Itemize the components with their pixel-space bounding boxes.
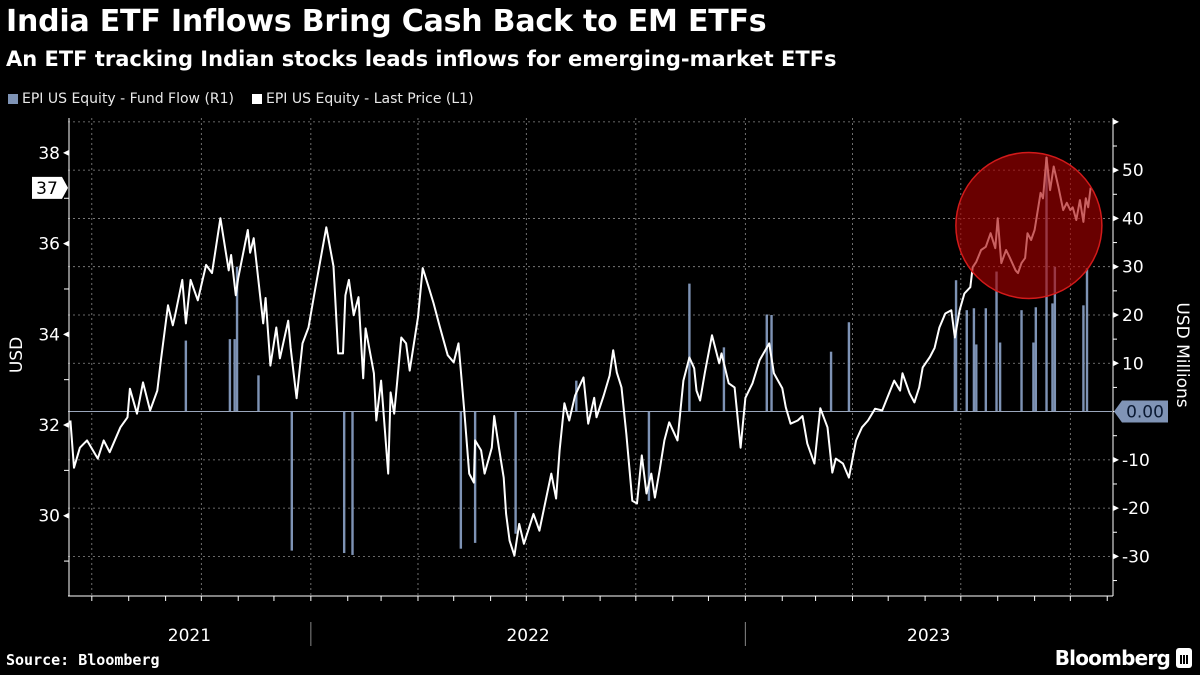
fund-flow-bar xyxy=(1034,307,1038,412)
fund-flow-bars xyxy=(184,157,1089,555)
legend: EPI US Equity - Fund Flow (R1) EPI US Eq… xyxy=(8,91,474,107)
fund-flow-bar xyxy=(228,339,232,412)
fund-flow-bar xyxy=(1020,310,1023,412)
legend-label-fund-flow: EPI US Equity - Fund Flow (R1) xyxy=(22,91,235,107)
price-line xyxy=(69,156,1092,557)
y-axis-right-tick xyxy=(1113,118,1119,125)
fund-flow-bar xyxy=(995,271,998,412)
last-price-marker: 37 xyxy=(32,176,68,199)
y-axis-left-tick-label: 32 xyxy=(38,416,60,436)
highlight-circle xyxy=(955,151,1103,300)
fund-flow-bar xyxy=(954,280,958,412)
last-price-box xyxy=(32,176,68,199)
y-axis-left-tick xyxy=(63,422,69,429)
y-axis-right-tick xyxy=(1113,456,1119,463)
y-axis-right-tick xyxy=(1113,215,1119,222)
fund-flow-bar xyxy=(975,344,978,412)
fund-flow-bar xyxy=(514,411,517,534)
y-axis-left-tick-label: 36 xyxy=(38,235,60,255)
fund-flow-bar xyxy=(1085,268,1089,412)
fund-flow-bar xyxy=(459,411,463,549)
y-axis-right-label: USD Millions xyxy=(1172,302,1192,407)
last-price-label: 37 xyxy=(36,179,58,199)
y-axis-left-tick-label: 34 xyxy=(38,325,60,345)
source-note: Source: Bloomberg xyxy=(6,651,160,669)
y-axis-right-tick-label: 20 xyxy=(1122,306,1144,326)
fund-flow-bar xyxy=(647,411,651,501)
zero-value-label: 0.00 xyxy=(1126,403,1164,423)
fund-flow-bar xyxy=(688,283,691,412)
fund-flow-bar xyxy=(342,411,346,554)
legend-swatch-last-price xyxy=(252,94,263,104)
fund-flow-bar xyxy=(351,411,354,555)
axes: 30 32 34 36 38 -30 -20 -10 10 20 30 40 50 2021 2022 202… xyxy=(38,118,1150,646)
y-axis-right-tick-label: 10 xyxy=(1122,354,1144,374)
y-axis-right-tick xyxy=(1113,360,1119,367)
fund-flow-bar xyxy=(1082,305,1085,412)
fund-flow-bar xyxy=(1053,266,1057,412)
y-axis-right-tick-label: 30 xyxy=(1122,258,1144,278)
zero-value-box xyxy=(1114,400,1168,423)
y-axis-left-tick-label: 30 xyxy=(38,507,60,527)
y-axis-left-tick-label: 38 xyxy=(38,144,60,164)
zero-value-marker: 0.00 xyxy=(1114,400,1168,423)
y-axis-right-tick xyxy=(1113,505,1119,512)
bloomberg-terminal-icon xyxy=(1176,648,1192,668)
x-axis-year-label: 2023 xyxy=(907,626,950,646)
brand-name: Bloomberg xyxy=(1054,646,1171,670)
y-axis-right-tick xyxy=(1113,263,1119,270)
y-axis-right-tick-label: 40 xyxy=(1122,209,1144,229)
fund-flow-bar xyxy=(722,347,726,412)
y-axis-right-tick xyxy=(1113,311,1119,318)
legend-item-fund-flow: EPI US Equity - Fund Flow (R1) xyxy=(8,91,234,107)
fund-flow-bar xyxy=(290,411,293,551)
y-axis-left-tick xyxy=(63,331,69,338)
chart-title: India ETF Inflows Bring Cash Back to EM … xyxy=(6,4,767,39)
y-axis-right-tick-label: -20 xyxy=(1122,499,1150,519)
fund-flow-bar xyxy=(998,342,1002,412)
fund-flow-bar xyxy=(984,308,988,412)
y-axis-left-label: USD xyxy=(7,337,27,373)
y-axis-left-tick xyxy=(63,240,69,247)
fund-flow-bar xyxy=(235,266,239,412)
legend-item-last-price: EPI US Equity - Last Price (L1) xyxy=(252,91,474,107)
x-axis-year-label: 2021 xyxy=(168,626,211,646)
fund-flow-bar xyxy=(1032,342,1035,412)
bloomberg-logo: Bloomberg xyxy=(1055,646,1192,670)
fund-flow-bar xyxy=(1051,303,1054,412)
y-axis-right-tick-label: -10 xyxy=(1122,451,1150,471)
fund-flow-bar xyxy=(257,375,260,412)
gridlines xyxy=(68,118,1112,596)
fund-flow-bar xyxy=(829,351,833,412)
fund-flow-bar xyxy=(765,314,768,412)
y-axis-right-tick xyxy=(1113,553,1119,560)
x-axis-year-label: 2022 xyxy=(506,626,549,646)
fund-flow-bar xyxy=(184,340,188,412)
fund-flow-bar xyxy=(965,310,968,412)
legend-label-last-price: EPI US Equity - Last Price (L1) xyxy=(266,91,474,107)
y-axis-right-tick xyxy=(1113,167,1119,174)
legend-swatch-fund-flow xyxy=(8,94,18,104)
fund-flow-bar xyxy=(473,411,477,543)
fund-flow-bar xyxy=(972,308,976,412)
chart-subtitle: An ETF tracking Indian stocks leads infl… xyxy=(6,47,837,71)
fund-flow-bar xyxy=(233,339,236,412)
fund-flow-bar xyxy=(575,380,578,412)
y-axis-right-tick-label: -30 xyxy=(1122,547,1150,567)
y-axis-right-tick-label: 50 xyxy=(1122,161,1144,181)
y-axis-left-tick xyxy=(63,149,69,156)
y-axis-left-tick xyxy=(63,512,69,519)
fund-flow-bar xyxy=(847,322,851,412)
